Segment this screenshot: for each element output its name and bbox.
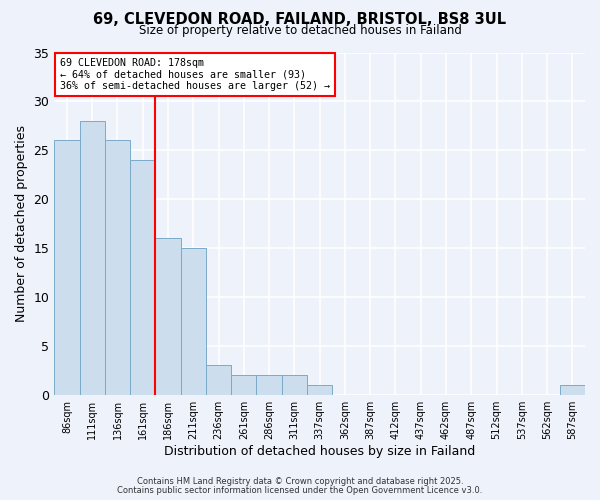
Text: Contains public sector information licensed under the Open Government Licence v3: Contains public sector information licen… — [118, 486, 482, 495]
X-axis label: Distribution of detached houses by size in Failand: Distribution of detached houses by size … — [164, 444, 475, 458]
Text: Contains HM Land Registry data © Crown copyright and database right 2025.: Contains HM Land Registry data © Crown c… — [137, 478, 463, 486]
Text: Size of property relative to detached houses in Failand: Size of property relative to detached ho… — [139, 24, 461, 37]
Y-axis label: Number of detached properties: Number of detached properties — [15, 125, 28, 322]
Bar — [80, 121, 105, 394]
Bar — [256, 375, 282, 394]
Bar — [181, 248, 206, 394]
Bar — [206, 366, 231, 394]
Bar — [130, 160, 155, 394]
Bar — [105, 140, 130, 394]
Bar — [560, 385, 585, 394]
Text: 69, CLEVEDON ROAD, FAILAND, BRISTOL, BS8 3UL: 69, CLEVEDON ROAD, FAILAND, BRISTOL, BS8… — [94, 12, 506, 28]
Bar — [155, 238, 181, 394]
Bar — [282, 375, 307, 394]
Bar — [307, 385, 332, 394]
Bar — [231, 375, 256, 394]
Text: 69 CLEVEDON ROAD: 178sqm
← 64% of detached houses are smaller (93)
36% of semi-d: 69 CLEVEDON ROAD: 178sqm ← 64% of detach… — [59, 58, 329, 91]
Bar — [54, 140, 80, 394]
